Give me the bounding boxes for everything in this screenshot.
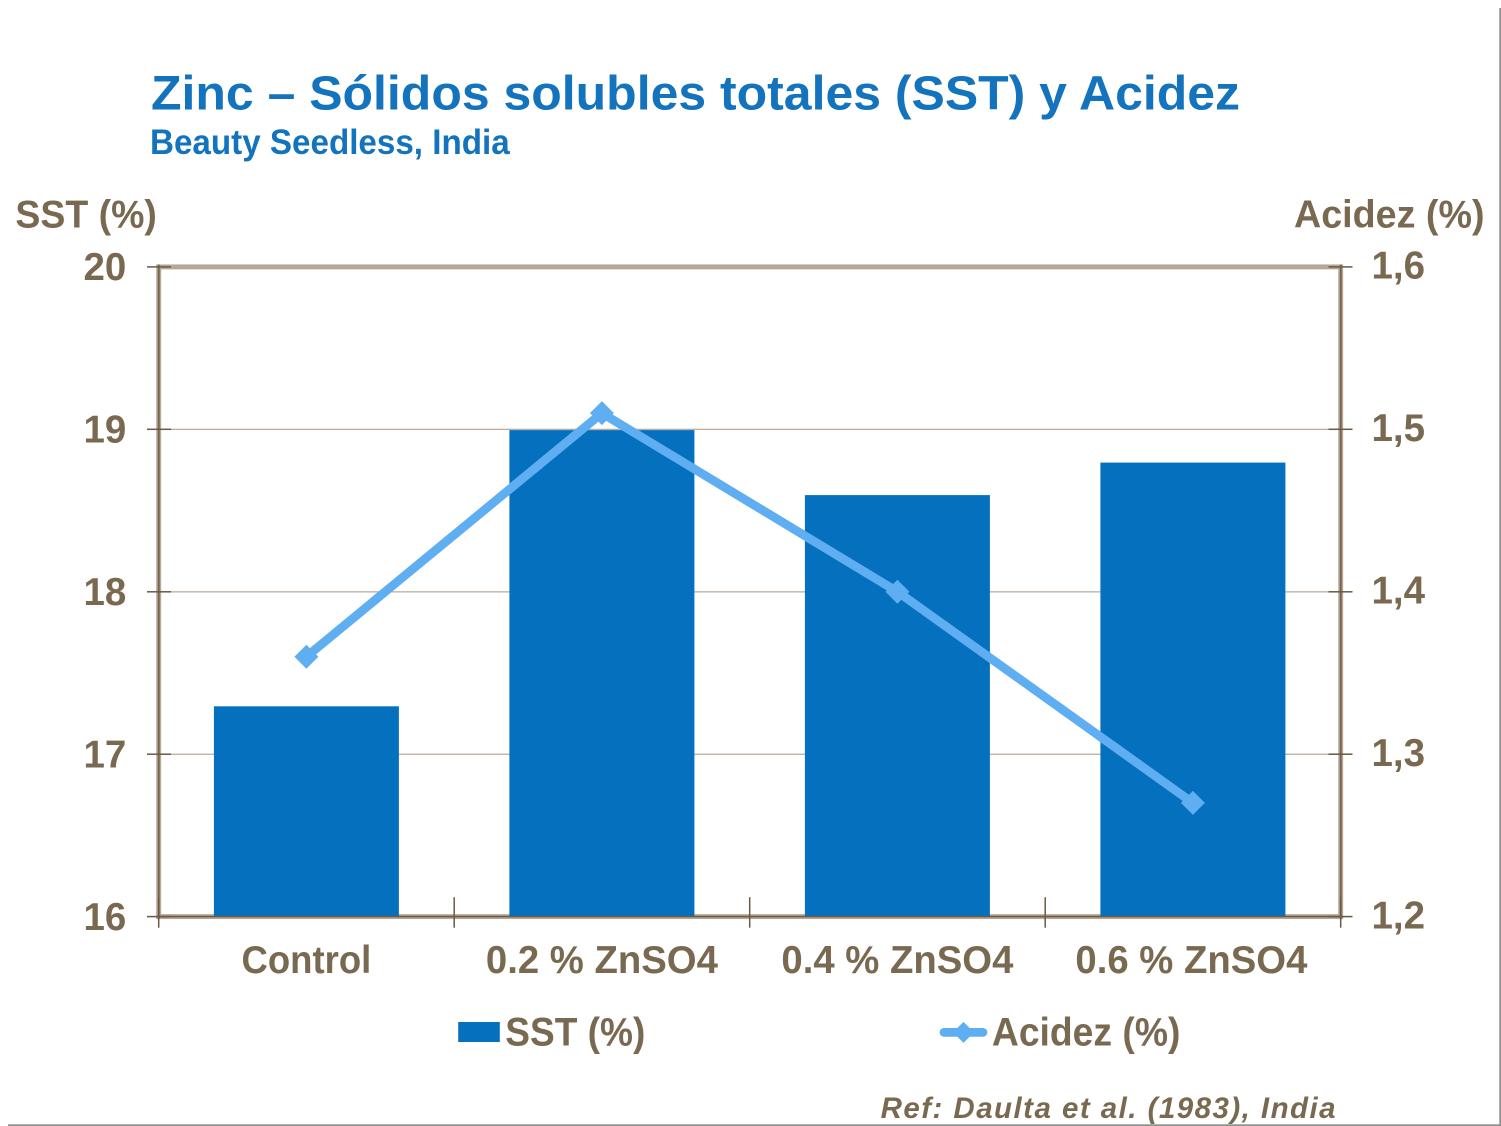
- svg-text:Acidez (%): Acidez (%): [992, 1010, 1181, 1054]
- svg-text:1,4: 1,4: [1372, 570, 1426, 613]
- svg-text:Zinc – Sólidos solubles totale: Zinc – Sólidos solubles totales (SST) y …: [151, 67, 1240, 121]
- svg-text:Ref: Daulta et al. (1983), Ind: Ref: Daulta et al. (1983), India: [881, 1092, 1336, 1125]
- svg-text:Beauty Seedless, India: Beauty Seedless, India: [150, 123, 510, 162]
- svg-text:1,2: 1,2: [1372, 894, 1426, 937]
- svg-text:1,6: 1,6: [1372, 245, 1426, 288]
- svg-text:Control: Control: [242, 939, 372, 982]
- svg-text:0.2 % ZnSO4: 0.2 % ZnSO4: [486, 939, 719, 982]
- svg-text:20: 20: [84, 246, 127, 289]
- svg-text:1,5: 1,5: [1372, 407, 1426, 450]
- svg-text:16: 16: [84, 896, 127, 939]
- svg-text:Acidez (%): Acidez (%): [1294, 194, 1485, 237]
- svg-text:SST (%): SST (%): [505, 1011, 645, 1055]
- svg-text:0.6 % ZnSO4: 0.6 % ZnSO4: [1075, 939, 1308, 982]
- svg-text:19: 19: [84, 409, 127, 452]
- svg-text:SST (%): SST (%): [15, 194, 157, 237]
- svg-text:0.4 % ZnSO4: 0.4 % ZnSO4: [781, 939, 1014, 982]
- svg-text:18: 18: [84, 571, 127, 614]
- svg-text:1,3: 1,3: [1372, 732, 1426, 775]
- svg-text:17: 17: [84, 733, 127, 776]
